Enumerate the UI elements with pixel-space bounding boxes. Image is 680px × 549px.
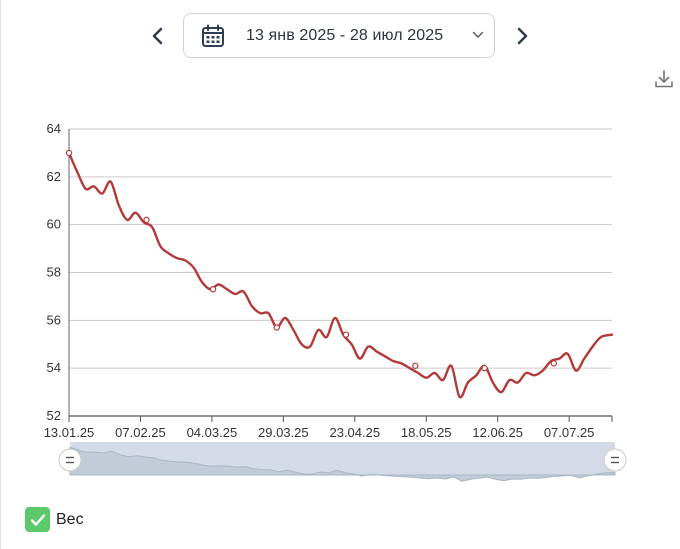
y-axis-ticks: 52 54 56 58 60 62 64 — [47, 121, 61, 423]
data-point-marker — [550, 360, 558, 367]
legend-checkbox[interactable] — [25, 507, 50, 532]
data-point-marker — [209, 286, 217, 293]
y-tick-label: 56 — [47, 312, 61, 327]
legend-item-weight[interactable]: Вес — [25, 507, 84, 532]
x-tick-label: 23.04.25 — [329, 425, 380, 440]
weight-series — [67, 151, 614, 399]
checkmark-icon — [30, 513, 45, 526]
x-tick-label: 29.03.25 — [258, 425, 309, 440]
range-navigator[interactable] — [58, 442, 627, 482]
data-point-marker — [481, 364, 488, 372]
handle-circle — [58, 448, 82, 472]
chart-grid — [68, 128, 612, 417]
y-tick-label: 58 — [47, 265, 61, 280]
x-tick-label: 13.01.25 — [44, 425, 95, 440]
x-tick-label: 12.06.25 — [472, 425, 523, 440]
chevron-down-icon — [472, 31, 484, 38]
y-tick-label: 52 — [47, 408, 61, 423]
x-axis-ticks: 13.01.25 07.02.25 04.03.25 29.03.25 23.04.25… — [44, 425, 595, 440]
prev-period-button[interactable] — [144, 22, 172, 50]
handle-circle — [603, 448, 627, 472]
x-tick-label: 18.05.25 — [401, 425, 452, 440]
chevron-right-icon — [517, 27, 528, 45]
navigator-handle-left[interactable] — [58, 448, 82, 472]
date-range-selector[interactable]: 13 янв 2025 - 28 июл 2025 — [183, 13, 495, 58]
x-tick-label: 07.07.25 — [544, 425, 595, 440]
data-point-marker — [65, 149, 73, 157]
y-tick-label: 54 — [47, 360, 61, 375]
x-axis — [68, 415, 613, 422]
x-tick-label: 04.03.25 — [187, 425, 238, 440]
data-point-marker — [342, 331, 350, 338]
calendar-icon — [202, 24, 224, 47]
y-tick-label: 62 — [47, 169, 61, 184]
weight-line — [67, 151, 614, 399]
data-point-marker — [412, 362, 419, 369]
download-button[interactable] — [654, 69, 674, 89]
data-point-marker — [143, 216, 150, 224]
navigator-series — [69, 446, 616, 482]
y-tick-label: 60 — [47, 217, 61, 232]
legend-label: Вес — [56, 510, 84, 528]
x-tick-label: 07.02.25 — [115, 425, 166, 440]
chevron-left-icon — [152, 27, 163, 45]
download-icon — [655, 70, 673, 88]
series-markers — [65, 149, 558, 372]
panel-border — [0, 0, 1, 549]
data-point-marker — [273, 324, 280, 331]
y-tick-label: 64 — [47, 121, 61, 136]
date-range-text: 13 янв 2025 - 28 июл 2025 — [246, 27, 444, 44]
navigator-handle-right[interactable] — [603, 448, 627, 472]
next-period-button[interactable] — [508, 22, 536, 50]
